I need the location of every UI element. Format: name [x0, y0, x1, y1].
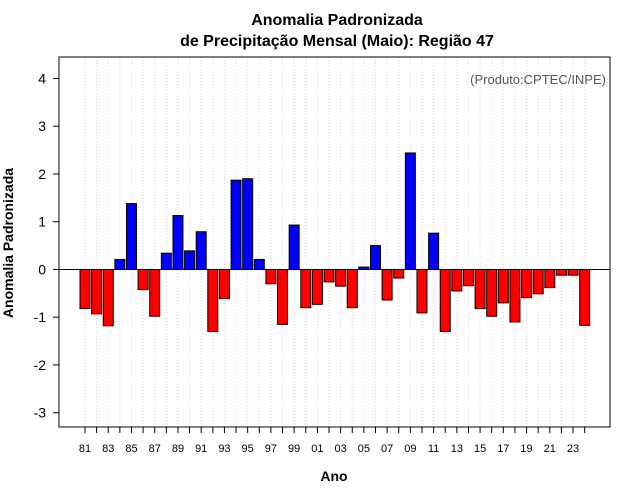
bar: [242, 178, 254, 270]
bar: [311, 268, 323, 305]
x-tick-label: 93: [218, 443, 230, 455]
y-tick-label: 4: [38, 70, 46, 86]
bar: [79, 268, 91, 310]
x-tick-label: 89: [172, 443, 184, 455]
bar: [253, 258, 265, 270]
x-tick-label: 17: [497, 443, 509, 455]
x-tick-label: 01: [311, 443, 323, 455]
x-tick-label: 09: [404, 443, 416, 455]
bar: [474, 268, 486, 310]
bar: [462, 268, 474, 287]
y-tick-label: -1: [34, 309, 47, 325]
bar: [497, 268, 509, 304]
bar: [567, 268, 579, 276]
bar: [370, 245, 381, 270]
x-tick-label: 11: [428, 443, 439, 455]
bar: [346, 268, 358, 309]
x-tick-label: 21: [544, 443, 556, 455]
x-axis: 81 83 85 87 89 91 93 95 97 99 01 03 05 07 09 11 13 15 17 19…: [79, 427, 586, 455]
x-tick-label: 91: [195, 443, 207, 455]
bar: [149, 268, 161, 317]
bar: [428, 232, 440, 270]
y-tick-label: -3: [34, 405, 47, 421]
bar: [521, 268, 533, 299]
bar: [532, 268, 544, 295]
bar: [184, 250, 196, 270]
bar: [300, 268, 312, 309]
chart-title: Anomalia Padronizada: [251, 12, 423, 29]
bar: [509, 268, 521, 323]
y-tick-label: 3: [38, 118, 46, 134]
x-tick-label: 99: [288, 443, 300, 455]
bar: [404, 152, 416, 270]
bar: [335, 268, 347, 287]
bar: [288, 224, 300, 270]
bar: [416, 268, 428, 314]
bar: [230, 179, 242, 270]
x-tick-label: 05: [358, 443, 370, 455]
bar: [265, 268, 277, 285]
chart-subtitle: de Precipitação Mensal (Maio): Região 47: [180, 33, 494, 50]
bar: [381, 268, 393, 301]
bars: [79, 152, 591, 333]
x-tick-label: 85: [125, 443, 137, 455]
bar: [125, 203, 137, 270]
bar: [439, 268, 451, 333]
plot-area: [58, 56, 611, 428]
bar: [160, 252, 172, 270]
bar: [451, 268, 463, 292]
bar: [102, 268, 114, 327]
bar: [172, 215, 184, 270]
x-tick-label: 07: [381, 443, 393, 455]
grid-lines: [84, 57, 586, 427]
y-tick-label: 0: [38, 261, 46, 277]
y-axis: -3 -2 -1 0 1 2 3 4: [34, 70, 59, 421]
bar: [555, 268, 567, 276]
bar: [207, 268, 219, 333]
bar: [218, 268, 230, 300]
x-tick-label: 03: [335, 443, 347, 455]
x-axis-title: Ano: [320, 468, 347, 484]
x-tick-label: 81: [79, 443, 91, 455]
bar: [486, 268, 498, 317]
bar: [91, 268, 103, 315]
bar: [579, 268, 591, 326]
x-tick-label: 87: [149, 443, 161, 455]
y-tick-label: 2: [38, 166, 46, 182]
y-axis-title: Anomalia Padronizada: [0, 168, 16, 318]
x-tick-label: 13: [451, 443, 463, 455]
bar: [393, 268, 405, 279]
bar: [277, 268, 289, 325]
x-tick-label: 15: [474, 443, 486, 455]
x-tick-label: 23: [567, 443, 579, 455]
x-tick-label: 95: [242, 443, 254, 455]
bar: [114, 258, 126, 270]
x-tick-label: 97: [265, 443, 277, 455]
x-tick-label: 83: [102, 443, 114, 455]
bar: [195, 231, 207, 270]
bar: [323, 268, 335, 283]
source-annotation: (Produto:CPTEC/INPE): [470, 72, 606, 87]
x-tick-label: 19: [520, 443, 532, 455]
bar: [544, 268, 556, 289]
bar: [137, 268, 149, 291]
y-tick-label: -2: [34, 357, 47, 373]
y-tick-label: 1: [38, 214, 46, 230]
